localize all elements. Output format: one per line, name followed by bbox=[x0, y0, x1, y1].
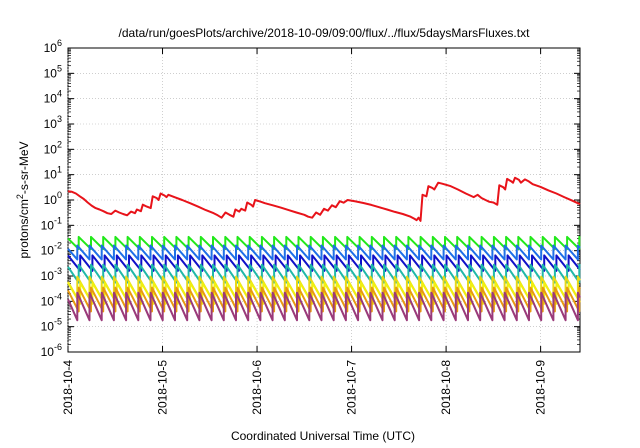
y-tick-labels: 10-610-510-410-310-210-11001011021031041… bbox=[41, 38, 62, 359]
y-tick-label: 103 bbox=[44, 114, 62, 131]
y-tick-exp: -6 bbox=[54, 342, 62, 352]
y-tick-base: 10 bbox=[41, 269, 55, 283]
y-tick-exp: -1 bbox=[54, 215, 62, 225]
y-tick-label: 105 bbox=[44, 63, 62, 80]
series-line bbox=[67, 291, 581, 322]
y-tick-base: 10 bbox=[41, 294, 55, 308]
y-tick-base: 10 bbox=[41, 218, 55, 232]
y-tick-base: 10 bbox=[44, 117, 58, 131]
y-tick-exp: -3 bbox=[54, 266, 62, 276]
y-tick-exp: 4 bbox=[57, 89, 62, 99]
y-tick-exp: 1 bbox=[57, 165, 62, 175]
y-tick-base: 10 bbox=[41, 345, 55, 359]
y-tick-label: 106 bbox=[44, 38, 62, 55]
y-tick-label: 10-1 bbox=[41, 215, 62, 232]
y-tick-label: 10-2 bbox=[41, 241, 62, 258]
series-layer bbox=[67, 176, 581, 322]
y-tick-exp: 6 bbox=[57, 38, 62, 48]
x-tick-label: 2018-10-7 bbox=[345, 360, 359, 415]
y-tick-exp: 0 bbox=[57, 190, 62, 200]
x-tick-label: 2018-10-6 bbox=[250, 360, 264, 415]
y-tick-label: 100 bbox=[44, 190, 62, 207]
y-tick-base: 10 bbox=[44, 41, 58, 55]
y-axis-label: protons/cm2-s-sr-MeV bbox=[15, 141, 31, 258]
y-axis-label-sup: 2 bbox=[15, 194, 25, 199]
y-tick-label: 104 bbox=[44, 89, 62, 106]
y-tick-label: 10-3 bbox=[41, 266, 62, 283]
series-line bbox=[67, 244, 581, 261]
y-tick-base: 10 bbox=[41, 244, 55, 258]
y-tick-base: 10 bbox=[44, 92, 58, 106]
x-tick-label: 2018-10-4 bbox=[61, 360, 75, 415]
x-tick-label: 2018-10-5 bbox=[156, 360, 170, 415]
chart-title: /data/run/goesPlots/archive/2018-10-09/0… bbox=[119, 26, 531, 40]
y-tick-base: 10 bbox=[44, 142, 58, 156]
y-tick-exp: -5 bbox=[54, 317, 62, 327]
y-axis-label-rest: -s-sr-MeV bbox=[17, 141, 31, 194]
y-tick-exp: 3 bbox=[57, 114, 62, 124]
y-tick-label: 10-4 bbox=[41, 291, 62, 308]
y-axis-label-base: protons/cm bbox=[17, 199, 31, 258]
x-tick-label: 2018-10-8 bbox=[439, 360, 453, 415]
y-tick-exp: 5 bbox=[57, 63, 62, 73]
x-tick-label: 2018-10-9 bbox=[534, 360, 548, 415]
y-tick-base: 10 bbox=[44, 168, 58, 182]
series-line bbox=[67, 176, 581, 222]
grid-layer bbox=[67, 47, 580, 353]
x-axis-label: Coordinated Universal Time (UTC) bbox=[231, 429, 415, 443]
y-tick-label: 10-5 bbox=[41, 317, 62, 334]
y-tick-exp: -2 bbox=[54, 241, 62, 251]
y-tick-base: 10 bbox=[41, 320, 55, 334]
y-tick-label: 10-6 bbox=[41, 342, 62, 359]
y-tick-exp: -4 bbox=[54, 291, 62, 301]
x-tick-labels: 2018-10-4 2018-10-5 2018-10-6 2018-10-7 2018… bbox=[61, 360, 548, 415]
y-tick-label: 101 bbox=[44, 165, 62, 182]
y-tick-exp: 2 bbox=[57, 139, 62, 149]
y-tick-base: 10 bbox=[44, 66, 58, 80]
y-tick-label: 102 bbox=[44, 139, 62, 156]
y-tick-base: 10 bbox=[44, 193, 58, 207]
